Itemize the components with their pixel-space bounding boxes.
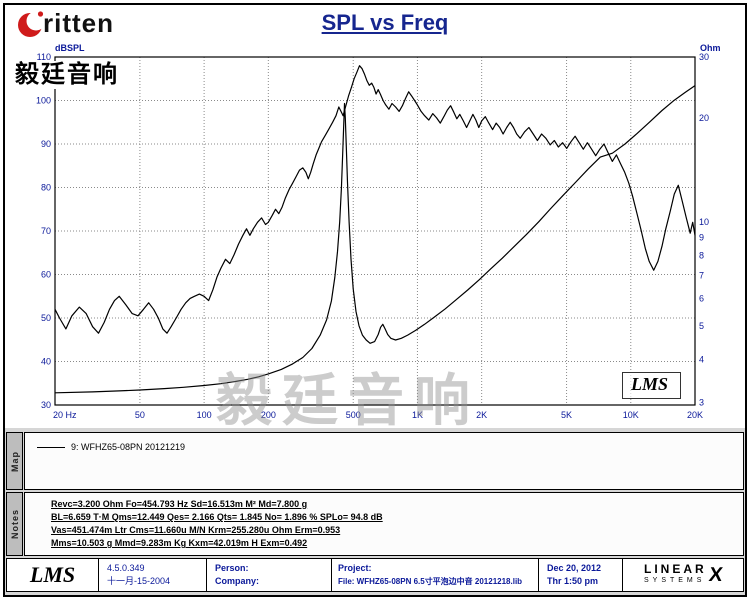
right-axis-tick: 7 bbox=[699, 270, 704, 280]
right-axis-tick: 8 bbox=[699, 250, 704, 260]
footer-datetime-cell: Dec 20, 2012 Thr 1:50 pm bbox=[539, 559, 623, 591]
map-tab-label: Map bbox=[9, 450, 20, 472]
company-label: Company: bbox=[215, 576, 260, 586]
x-axis-tick: 2K bbox=[476, 410, 487, 420]
watermark-text: 毅廷音响 bbox=[216, 369, 480, 432]
header: ritten SPL vs Freq bbox=[10, 8, 740, 40]
legend-text: 9: WFHZ65-08PN 20121219 bbox=[71, 442, 186, 452]
company-name-chinese: 毅廷音响 bbox=[12, 61, 122, 89]
eritten-crescent-icon bbox=[18, 10, 46, 37]
right-axis-title: Ohm bbox=[700, 43, 721, 53]
notes-tab: Notes bbox=[6, 492, 23, 556]
left-axis-tick: 50 bbox=[41, 313, 51, 323]
footer-linearx-cell: LINEAR SYSTEMS X bbox=[623, 559, 743, 591]
left-axis-tick: 80 bbox=[41, 183, 51, 193]
project-label: Project: bbox=[338, 563, 372, 573]
footer: LMS 4.5.0.349 十一月-15-2004 Person: Compan… bbox=[6, 558, 744, 592]
chart-grid bbox=[55, 57, 695, 405]
lms-logo: LMS bbox=[29, 562, 76, 587]
plot-border bbox=[54, 56, 696, 406]
left-axis-tick: 110 bbox=[37, 52, 51, 62]
x-axis-tick: 20K bbox=[687, 410, 703, 420]
left-axis-title: dBSPL bbox=[55, 43, 85, 53]
axis-tick-labels: 110 100 90 80 70 60 50 40 30 30 20 10 9 8 7 6 5 4 3 20 Hz 50… bbox=[36, 52, 709, 420]
right-axis-tick: 4 bbox=[699, 354, 704, 364]
notes-content: Revc=3.200 Ohm Fo=454.793 Hz Sd=16.513m … bbox=[25, 493, 743, 550]
person-label: Person: bbox=[215, 563, 249, 573]
footer-version-cell: 4.5.0.349 十一月-15-2004 bbox=[99, 559, 207, 591]
left-axis-tick: 40 bbox=[41, 357, 51, 367]
impedance-curve bbox=[54, 85, 696, 394]
legend-line-swatch bbox=[37, 446, 65, 448]
notes-section: Notes Revc=3.200 Ohm Fo=454.793 Hz Sd=16… bbox=[6, 492, 744, 556]
notes-tab-label: Notes bbox=[9, 508, 20, 539]
left-axis-tick: 90 bbox=[41, 139, 51, 149]
right-axis-tick: 6 bbox=[699, 293, 704, 303]
footer-person-cell: Person: Company: bbox=[207, 559, 332, 591]
footer-project-cell: Project: File: WFHZ65-08PN 6.5寸平泡边中音 201… bbox=[332, 559, 539, 591]
x-axis-tick: 100 bbox=[197, 410, 212, 420]
x-axis-tick: 200 bbox=[261, 410, 276, 420]
map-tab: Map bbox=[6, 432, 23, 490]
x-axis-tick: 1K bbox=[412, 410, 423, 420]
eritten-logo: ritten bbox=[16, 8, 114, 39]
left-axis-tick: 30 bbox=[41, 400, 51, 410]
brand-name: ritten bbox=[43, 8, 114, 38]
map-section: Map 9: WFHZ65-08PN 20121219 bbox=[6, 432, 744, 490]
left-axis-tick: 70 bbox=[41, 226, 51, 236]
lms-chart-logo: LMS bbox=[622, 372, 682, 399]
spl-curve bbox=[54, 65, 696, 334]
chart-region: 110 100 90 80 70 60 50 40 30 30 20 10 9 8 7 6 5 4 3 20 Hz 50… bbox=[0, 40, 750, 432]
file-label: File: WFHZ65-08PN 6.5寸平泡边中音 20121218.lib bbox=[338, 577, 523, 586]
linearx-x: X bbox=[707, 563, 724, 586]
linearx-logo: LINEAR SYSTEMS X bbox=[643, 562, 724, 587]
right-axis-tick: 10 bbox=[699, 217, 709, 227]
footer-lms-logo-cell: LMS bbox=[7, 559, 99, 591]
report-time: Thr 1:50 pm bbox=[547, 576, 599, 586]
map-box: 9: WFHZ65-08PN 20121219 bbox=[24, 432, 744, 490]
linearx-systems: SYSTEMS bbox=[643, 577, 706, 584]
notes-box: Revc=3.200 Ohm Fo=454.793 Hz Sd=16.513m … bbox=[24, 492, 744, 556]
right-axis-tick: 3 bbox=[699, 397, 704, 407]
chart-title: SPL vs Freq bbox=[321, 10, 449, 35]
x-axis-tick: 10K bbox=[623, 410, 639, 420]
x-axis-tick: 20 Hz bbox=[53, 410, 77, 420]
right-axis-tick: 5 bbox=[699, 321, 704, 331]
linearx-wordmark: LINEAR SYSTEMS bbox=[643, 562, 707, 586]
right-axis-tick: 9 bbox=[699, 233, 704, 243]
software-version: 4.5.0.349 bbox=[107, 563, 145, 573]
left-axis-tick: 100 bbox=[36, 96, 51, 106]
x-axis-tick: 50 bbox=[135, 410, 145, 420]
linearx-name: LINEAR bbox=[643, 562, 707, 576]
curve-legend: 9: WFHZ65-08PN 20121219 bbox=[37, 442, 185, 452]
right-axis-tick: 30 bbox=[699, 52, 709, 62]
right-axis-tick: 20 bbox=[699, 113, 709, 123]
left-axis-tick: 60 bbox=[41, 270, 51, 280]
ts-parameters-line: Revc=3.200 Ohm Fo=454.793 Hz Sd=16.513m … bbox=[51, 499, 308, 509]
x-axis-tick: 5K bbox=[561, 410, 572, 420]
ts-parameters-line: BL=6.659 T·M Qms=12.449 Qes= 2.166 Qts= … bbox=[51, 512, 383, 522]
x-axis-tick: 500 bbox=[346, 410, 361, 420]
ts-parameters-line: Vas=451.474m Ltr Cms=11.660u M/N Krm=255… bbox=[51, 525, 341, 535]
ts-parameters-line: Mms=10.503 g Mmd=9.283m Kg Kxm=42.019m H… bbox=[51, 538, 308, 548]
spl-vs-freq-chart: 110 100 90 80 70 60 50 40 30 30 20 10 9 8 7 6 5 4 3 20 Hz 50… bbox=[36, 52, 709, 420]
software-date: 十一月-15-2004 bbox=[107, 576, 171, 586]
report-date: Dec 20, 2012 bbox=[547, 563, 602, 573]
